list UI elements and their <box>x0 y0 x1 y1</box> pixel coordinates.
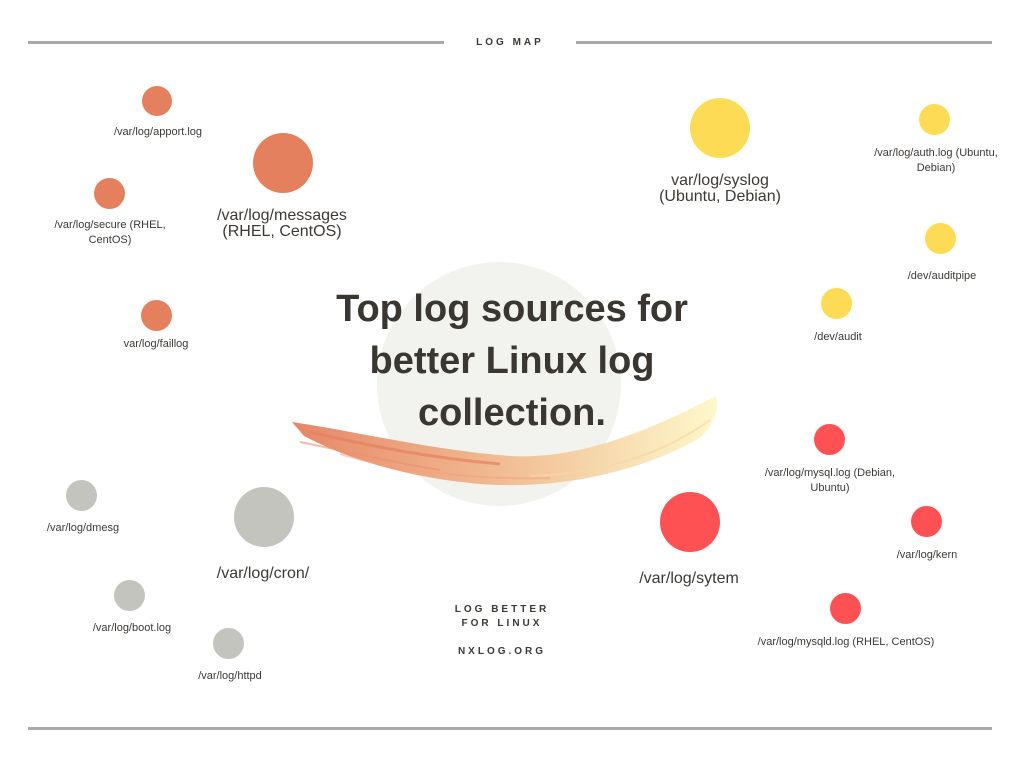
node-mysqld-log <box>830 593 861 624</box>
tagline-line-1: LOG BETTER <box>454 604 550 615</box>
label-boot-log: /var/log/boot.log <box>92 622 172 634</box>
label-syslog: var/log/syslog (Ubuntu, Debian) <box>659 172 781 205</box>
label-kern: /var/log/kern <box>896 549 958 561</box>
title-line-3: collection. <box>418 392 606 434</box>
site-link[interactable]: NXLOG.ORG <box>457 646 547 657</box>
node-cron <box>234 487 294 547</box>
node-auditpipe <box>925 223 956 254</box>
label-audit: /dev/audit <box>814 331 862 343</box>
label-auth-log: /var/log/auth.log (Ubuntu, Debian) <box>874 147 998 174</box>
node-apport-log <box>142 86 172 116</box>
label-faillog: var/log/faillog <box>123 338 189 350</box>
node-faillog <box>141 300 172 331</box>
brush-stroke <box>292 396 718 486</box>
title-line-1: Top log sources for <box>336 288 688 330</box>
node-syslog <box>690 98 750 158</box>
label-messages: /var/log/messages (RHEL, CentOS) <box>217 207 347 240</box>
label-secure: /var/log/secure (RHEL, CentOS) <box>54 219 166 246</box>
label-apport-log: /var/log/apport.log <box>113 126 203 138</box>
node-sytem <box>660 492 720 552</box>
page-title: Top log sources for better Linux log col… <box>312 283 712 439</box>
title-line-2: better Linux log <box>369 340 655 382</box>
node-auth-log <box>919 104 950 135</box>
label-dmesg: /var/log/dmesg <box>46 522 120 534</box>
node-kern <box>911 506 942 537</box>
node-boot-log <box>114 580 145 611</box>
node-dmesg <box>66 480 97 511</box>
node-mysql-log <box>814 424 845 455</box>
label-cron: /var/log/cron/ <box>216 565 310 582</box>
header-rule-left <box>28 41 444 44</box>
header-rule-right <box>576 41 992 44</box>
label-sytem: /var/log/sytem <box>639 570 739 587</box>
label-httpd: /var/log/httpd <box>198 670 262 682</box>
footer-rule <box>28 727 992 730</box>
node-secure <box>94 178 125 209</box>
node-audit <box>821 288 852 319</box>
label-mysqld-log: /var/log/mysqld.log (RHEL, CentOS) <box>757 636 935 648</box>
node-httpd <box>213 628 244 659</box>
tagline-line-2: FOR LINUX <box>461 618 543 629</box>
label-mysql-log: /var/log/mysql.log (Debian, Ubuntu) <box>764 467 896 494</box>
tagline: LOG BETTER FOR LINUX <box>420 603 584 631</box>
label-auditpipe: /dev/auditpipe <box>907 270 977 282</box>
node-messages <box>253 133 313 193</box>
header-label: LOG MAP <box>476 37 544 48</box>
